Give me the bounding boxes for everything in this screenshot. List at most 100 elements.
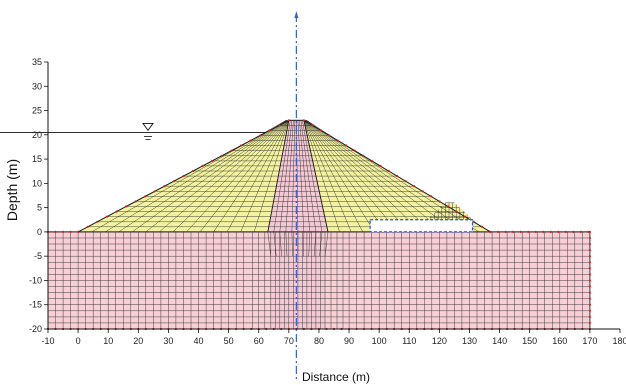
y-tick-label: 10: [32, 178, 42, 188]
mesh-line: [279, 231, 282, 257]
mesh-line: [159, 120, 288, 233]
mesh-line: [172, 120, 288, 233]
mesh-line: [226, 120, 289, 232]
mesh-node: [464, 215, 467, 218]
drain-box: [369, 219, 474, 233]
mesh-line: [132, 120, 287, 233]
mesh-node: [370, 159, 373, 162]
mesh-node: [588, 321, 592, 324]
mesh-node: [239, 144, 242, 147]
mesh-line: [308, 231, 311, 257]
mesh-line: [285, 231, 288, 257]
mesh-node: [511, 230, 515, 233]
x-tick-label: 150: [522, 336, 537, 346]
mesh-node: [182, 175, 185, 178]
mesh-node: [519, 230, 522, 233]
y-tick-label: 0: [37, 227, 42, 237]
mesh-line: [199, 120, 288, 233]
mesh-node: [588, 291, 592, 294]
mesh-node: [278, 124, 281, 127]
mesh-node: [588, 230, 592, 233]
mesh-node: [588, 309, 592, 312]
mesh-line: [303, 231, 305, 257]
y-tick-label: 25: [32, 106, 42, 116]
mesh-node: [588, 267, 592, 270]
mesh-node: [62, 230, 65, 233]
mesh-node: [489, 230, 492, 233]
mesh-line: [305, 120, 445, 233]
mesh-node: [588, 236, 592, 240]
x-tick-label: 180: [612, 336, 626, 346]
mesh-node: [430, 195, 433, 198]
mesh-line: [291, 120, 296, 232]
mesh-node: [192, 169, 195, 173]
mesh-node: [557, 230, 560, 233]
mesh-line: [273, 120, 291, 232]
x-tick-label: 80: [314, 336, 324, 346]
mesh-line: [304, 120, 375, 233]
finite-element-mesh: [47, 119, 591, 330]
mesh-node: [362, 154, 365, 157]
mesh-node: [153, 190, 156, 193]
mesh-line: [304, 120, 352, 232]
mesh-line: [186, 120, 288, 233]
overlays: [0, 11, 474, 382]
mesh-node: [588, 315, 592, 318]
mesh-node: [588, 297, 592, 300]
mesh-node: [115, 210, 118, 213]
mesh-node: [311, 124, 314, 127]
mesh-node: [413, 185, 416, 188]
mesh-node: [249, 139, 252, 142]
mesh-node: [220, 154, 223, 157]
mesh-node: [579, 230, 583, 233]
mesh-node: [588, 273, 592, 276]
mesh-node: [124, 205, 128, 208]
mesh-node: [319, 129, 322, 132]
mesh-line: [306, 120, 456, 233]
y-tick-label: 5: [37, 203, 42, 213]
mesh-line: [304, 120, 387, 233]
mesh-node: [163, 185, 166, 188]
x-tick-label: 50: [224, 336, 234, 346]
mesh-line: [303, 120, 340, 232]
mesh-node: [588, 242, 592, 246]
mesh-node: [144, 195, 147, 198]
y-tick-label: -5: [34, 251, 42, 261]
mesh-node: [105, 215, 108, 218]
mesh-node: [328, 134, 331, 137]
mesh-line: [299, 120, 311, 232]
mesh-node: [481, 225, 484, 228]
mesh-line: [305, 120, 398, 233]
mesh-node: [172, 180, 175, 183]
mesh-line: [304, 120, 363, 232]
mesh-line: [305, 120, 422, 233]
mesh-line: [213, 120, 289, 233]
x-tick-label: 110: [402, 336, 416, 346]
mesh-node: [588, 285, 592, 288]
x-tick-label: 70: [284, 336, 294, 346]
mesh-node: [211, 159, 214, 162]
x-tick-label: -10: [41, 336, 54, 346]
axes: -10 0 10 20 30 40 50 60 70 80 90 100 110 120 130 140 150…: [29, 57, 626, 346]
mesh-node: [86, 225, 89, 228]
mesh-node: [54, 230, 57, 233]
mesh-node: [201, 164, 204, 167]
x-tick-label: 20: [133, 336, 143, 346]
mesh-line: [305, 120, 433, 233]
y-tick-label: 20: [32, 130, 42, 140]
y-tick-label: 35: [32, 57, 42, 67]
mesh-node: [336, 139, 339, 142]
mesh-node: [345, 144, 348, 147]
mesh-node: [69, 230, 72, 233]
mesh-line: [324, 231, 329, 257]
x-tick-label: 140: [492, 336, 507, 346]
mesh-line: [240, 120, 289, 232]
mesh-node: [404, 180, 407, 183]
mesh-node: [497, 230, 500, 233]
mesh-line: [118, 120, 287, 233]
x-tick-label: 60: [254, 336, 264, 346]
mesh-node: [588, 249, 592, 252]
x-tick-label: 10: [103, 336, 113, 346]
mesh-line: [313, 231, 317, 257]
